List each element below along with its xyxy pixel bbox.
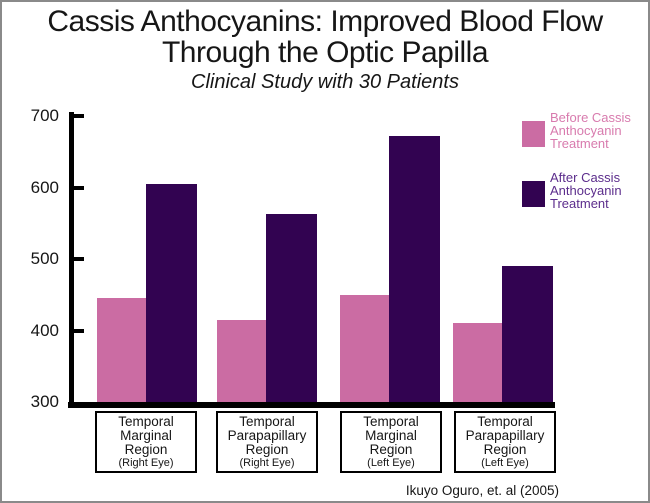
chart-title: Cassis Anthocyanins: Improved Blood Flow… xyxy=(2,6,648,68)
chart-subtitle: Clinical Study with 30 Patients xyxy=(191,71,459,93)
y-axis-tick-label: 700 xyxy=(30,106,59,125)
category-region-label: Temporal Marginal Region xyxy=(363,414,419,457)
bar-before-group4 xyxy=(453,322,502,403)
category-eye-label: (Left Eye) xyxy=(481,457,529,469)
category-region-label: Temporal Parapapillary Region xyxy=(465,414,545,457)
bar-before-group3 xyxy=(340,294,389,403)
x-axis-baseline xyxy=(68,402,555,408)
y-axis-tick xyxy=(69,185,84,190)
bar-after-group4 xyxy=(502,266,553,403)
bar-after-group3 xyxy=(389,136,440,403)
category-box-1: Temporal Marginal Region (Right Eye) xyxy=(95,411,197,473)
legend-swatch-after xyxy=(522,181,545,207)
y-axis-tick xyxy=(69,114,84,118)
category-eye-label: (Right Eye) xyxy=(118,457,174,469)
y-axis-tick-label: 600 xyxy=(30,177,59,197)
category-box-3: Temporal Marginal Region (Left Eye) xyxy=(340,411,442,473)
category-region-label: Temporal Parapapillary Region xyxy=(227,414,307,457)
bar-after-group2 xyxy=(266,213,317,403)
y-axis-tick xyxy=(69,328,84,333)
chart-title-line1: Cassis Anthocyanins: Improved Blood Flow xyxy=(47,5,603,38)
category-region-label: Temporal Marginal Region xyxy=(118,414,174,457)
y-axis-tick xyxy=(69,257,84,261)
legend-label-after: After Cassis Anthocyanin Treatment xyxy=(550,170,622,211)
legend-label-before: Before Cassis Anthocyanin Treatment xyxy=(550,110,631,151)
attribution-text: Ikuyo Oguro, et. al (2005) xyxy=(405,483,559,498)
y-axis-tick-label: 500 xyxy=(30,249,59,268)
legend-swatch-before xyxy=(522,121,545,147)
category-eye-label: (Right Eye) xyxy=(239,457,295,469)
bar-before-group2 xyxy=(217,319,266,403)
y-axis-tick-label: 400 xyxy=(30,320,59,340)
category-eye-label: (Left Eye) xyxy=(367,457,415,469)
chart-title-line2: Through the Optic Papilla xyxy=(161,36,489,69)
bar-after-group1 xyxy=(146,183,197,403)
bar-before-group1 xyxy=(97,298,146,403)
y-axis-tick-label: 300 xyxy=(30,392,59,411)
category-box-4: Temporal Parapapillary Region (Left Eye) xyxy=(454,411,556,473)
category-box-2: Temporal Parapapillary Region (Right Eye) xyxy=(216,411,318,473)
